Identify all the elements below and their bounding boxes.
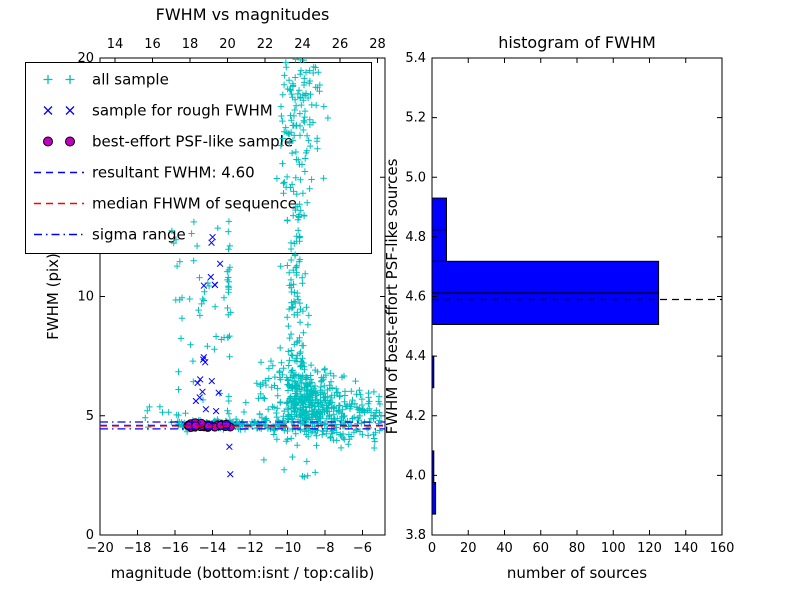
- tick-label: 4.6: [405, 290, 426, 305]
- tick-label: 28: [369, 37, 386, 52]
- histogram-bar: [432, 482, 437, 515]
- tick-label: 10: [77, 290, 94, 305]
- tick-label: 80: [569, 541, 586, 556]
- tick-label: 26: [332, 37, 349, 52]
- legend: all sample sample for rough FWHM best-effo…: [25, 62, 372, 254]
- right-plot-title: histogram of FWHM: [498, 33, 656, 52]
- tick-label: −6: [353, 541, 372, 556]
- tick-label: 100: [601, 541, 626, 556]
- legend-label: sigma range: [92, 226, 186, 244]
- histogram-bar: [432, 197, 447, 231]
- fwhm-reference-lines: [100, 421, 385, 430]
- tick-label: 4.0: [405, 468, 426, 483]
- tick-label: 120: [637, 541, 662, 556]
- tick-label: 24: [294, 37, 311, 52]
- histogram-bar: [432, 292, 660, 325]
- histogram-bar: [432, 260, 660, 294]
- legend-label: median FHWM of sequence: [92, 195, 297, 213]
- tick-label: 0: [428, 541, 436, 556]
- plus-marker-icon: [65, 75, 75, 84]
- tick-label: 140: [673, 541, 698, 556]
- tick-label: 16: [144, 37, 161, 52]
- tick-label: 4.8: [405, 230, 426, 245]
- legend-label: best-effort PSF-like sample: [92, 133, 293, 151]
- tick-label: 18: [182, 37, 199, 52]
- legend-label: all sample: [92, 71, 169, 89]
- tick-label: 3.8: [405, 528, 426, 543]
- plus-marker-icon: [43, 75, 53, 84]
- tick-label: 5.0: [405, 170, 426, 185]
- tick-label: −8: [315, 541, 334, 556]
- tick-label: 60: [532, 541, 549, 556]
- x-marker-icon: [43, 106, 53, 115]
- tick-label: −20: [86, 541, 113, 556]
- left-plot-title: FWHM vs magnitudes: [156, 5, 330, 24]
- left-plot-ylabel: FWHM (pix): [44, 253, 62, 340]
- histogram-bars: [432, 197, 660, 515]
- tick-label: 0: [86, 528, 94, 543]
- circle-marker-icon: [43, 136, 53, 147]
- right-plot-ylabel: FWHM of best-effort PSF-like sources: [383, 158, 401, 434]
- left-plot-xlabel: magnitude (bottom:isnt / top:calib): [111, 564, 375, 582]
- histogram-bar: [432, 229, 447, 262]
- histogram-bar: [432, 450, 435, 483]
- right-plot: 0 20 40 60 80 100 120 140 160 3.8 4.0 4.2 4.4 4.6 4.8 5…: [383, 33, 734, 582]
- legend-label: resultant FWHM: 4.60: [92, 164, 255, 182]
- left-axes-frame: [99, 57, 386, 536]
- legend-box: [25, 62, 372, 254]
- tick-label: −16: [161, 541, 188, 556]
- x-marker-icon: [65, 106, 75, 115]
- tick-label: −14: [199, 541, 226, 556]
- tick-label: 5.2: [405, 111, 426, 126]
- tick-label: 40: [496, 541, 513, 556]
- tick-label: 5.4: [405, 51, 426, 66]
- tick-label: 4.4: [405, 349, 426, 364]
- tick-label: 14: [107, 37, 124, 52]
- tick-label: 20: [460, 541, 477, 556]
- legend-label: sample for rough FWHM: [92, 102, 273, 120]
- tick-label: 4.2: [405, 409, 426, 424]
- left-axis-ticks: −20 −18 −16 −14 −12 −10 −8 −6 14 16 18 20 22 24 26 28 0 5…: [77, 37, 385, 556]
- left-plot: −20 −18 −16 −14 −12 −10 −8 −6 14 16 18 20 22 24 26 28 0 5…: [25, 5, 386, 582]
- tick-label: −12: [236, 541, 263, 556]
- tick-label: 160: [710, 541, 735, 556]
- tick-label: 22: [257, 37, 274, 52]
- tick-label: 5: [86, 409, 94, 424]
- tick-label: −18: [124, 541, 151, 556]
- tick-label: 20: [219, 37, 236, 52]
- circle-marker-icon: [65, 136, 75, 147]
- right-plot-xlabel: number of sources: [507, 564, 647, 582]
- right-axis-ticks: 0 20 40 60 80 100 120 140 160 3.8 4.0 4.2 4.4 4.6 4.8 5…: [405, 51, 734, 556]
- tick-label: −10: [274, 541, 301, 556]
